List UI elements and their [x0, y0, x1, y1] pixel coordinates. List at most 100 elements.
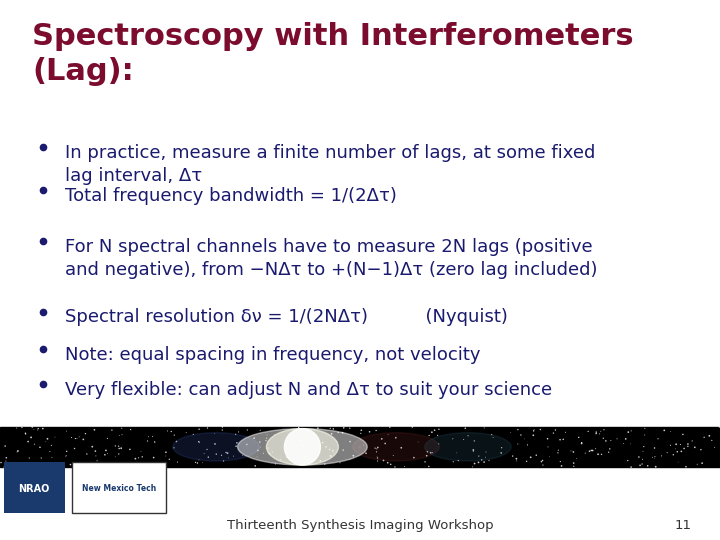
Point — [210, 450, 222, 458]
Point — [25, 433, 37, 442]
Point — [603, 448, 614, 456]
Point — [423, 431, 435, 440]
Point — [32, 424, 44, 433]
Point — [262, 444, 274, 453]
Point — [315, 456, 326, 465]
Point — [469, 437, 480, 445]
Point — [222, 449, 233, 457]
Point — [250, 462, 261, 470]
Point — [459, 424, 471, 433]
Point — [568, 462, 580, 470]
Point — [382, 430, 394, 439]
Point — [99, 450, 111, 459]
Point — [649, 453, 661, 461]
Point — [672, 448, 683, 456]
Point — [593, 450, 604, 458]
Point — [565, 447, 577, 455]
Point — [429, 426, 441, 435]
Point — [65, 460, 76, 469]
Point — [292, 441, 303, 449]
Point — [326, 429, 338, 438]
Point — [453, 456, 464, 465]
Point — [142, 437, 153, 445]
Point — [478, 458, 490, 467]
Point — [42, 435, 53, 443]
Point — [556, 462, 567, 470]
Point — [554, 435, 566, 444]
Point — [419, 457, 431, 466]
Point — [34, 443, 45, 451]
Point — [93, 461, 104, 469]
Text: Total frequency bandwidth = 1/(2Δτ): Total frequency bandwidth = 1/(2Δτ) — [65, 187, 397, 205]
Point — [534, 425, 546, 434]
Point — [709, 443, 720, 451]
Point — [369, 444, 381, 453]
Point — [486, 430, 498, 439]
Point — [293, 423, 305, 431]
Text: 11: 11 — [674, 519, 691, 532]
Point — [286, 436, 297, 444]
Point — [522, 441, 534, 449]
Point — [110, 460, 122, 469]
Point — [580, 449, 591, 457]
Ellipse shape — [425, 433, 511, 461]
Text: For N spectral channels have to measure 2N lags (positive
and negative), from −N: For N spectral channels have to measure … — [65, 238, 598, 279]
Point — [633, 453, 644, 461]
Point — [467, 463, 478, 471]
Text: Very flexible: can adjust N and Δτ to suit your science: Very flexible: can adjust N and Δτ to su… — [65, 381, 552, 399]
Point — [202, 424, 213, 433]
Point — [194, 425, 205, 434]
Point — [371, 444, 382, 453]
Point — [70, 434, 81, 443]
Point — [66, 433, 77, 442]
Point — [576, 438, 588, 447]
Point — [80, 429, 91, 438]
Point — [270, 460, 282, 468]
Point — [300, 453, 312, 461]
Point — [171, 458, 183, 467]
Point — [230, 430, 241, 438]
Point — [328, 448, 339, 456]
Point — [222, 454, 234, 462]
Point — [447, 435, 459, 443]
Point — [133, 454, 145, 462]
Point — [114, 431, 125, 440]
Text: Note: equal spacing in frequency, not velocity: Note: equal spacing in frequency, not ve… — [65, 346, 480, 364]
Point — [423, 462, 435, 471]
Point — [163, 455, 175, 464]
Point — [233, 428, 244, 436]
Point — [162, 427, 174, 435]
Point — [667, 450, 679, 459]
Point — [689, 443, 701, 451]
Point — [552, 446, 564, 455]
Point — [344, 424, 356, 433]
Point — [148, 453, 159, 462]
Point — [266, 448, 278, 456]
Point — [537, 461, 549, 469]
Point — [389, 463, 400, 471]
Point — [360, 449, 372, 457]
Point — [675, 440, 686, 449]
Point — [260, 436, 271, 445]
Point — [23, 458, 35, 467]
Point — [338, 423, 349, 432]
Point — [193, 456, 204, 464]
Point — [282, 453, 293, 461]
Point — [261, 430, 273, 439]
Point — [1, 454, 12, 462]
Point — [372, 443, 384, 452]
Point — [295, 436, 307, 444]
Point — [37, 424, 49, 433]
Point — [590, 428, 602, 436]
Point — [677, 430, 688, 439]
Point — [166, 427, 177, 436]
Point — [598, 426, 610, 434]
Point — [496, 443, 508, 452]
Point — [251, 453, 263, 461]
Text: Thirteenth Synthesis Imaging Workshop: Thirteenth Synthesis Imaging Workshop — [227, 519, 493, 532]
Point — [29, 440, 40, 449]
Point — [324, 445, 336, 454]
Point — [301, 443, 312, 452]
Point — [237, 451, 248, 460]
Point — [254, 426, 266, 435]
